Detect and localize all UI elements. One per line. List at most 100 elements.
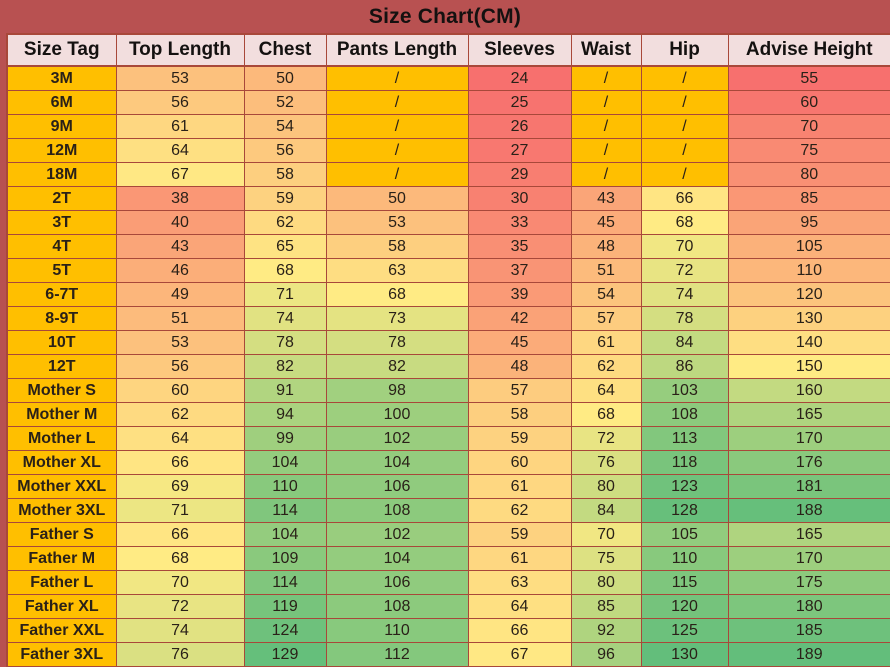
- value-cell: 74: [115, 618, 245, 643]
- value-cell: 189: [727, 642, 890, 667]
- value-cell: 91: [243, 378, 327, 403]
- value-cell: 46: [115, 258, 245, 283]
- table-row: 3M 53 50/24//55: [6, 65, 890, 91]
- value-cell: 65: [243, 234, 327, 259]
- size-tag-cell: 10T: [6, 330, 117, 355]
- value-cell: 96: [570, 642, 642, 667]
- value-cell: 53: [115, 65, 245, 91]
- table-row: 5T 46 68 63 37 51 72 110: [6, 258, 890, 283]
- size-tag-cell: Father 3XL: [6, 642, 117, 667]
- table-row: 12T 56 82 82 48 62 86 150: [6, 354, 890, 379]
- value-cell: /: [325, 138, 469, 163]
- header-row: Size Tag Top Length Chest Pants Length Sleev…: [6, 33, 890, 67]
- value-cell: 68: [570, 402, 642, 427]
- value-cell: 58: [243, 162, 327, 187]
- value-cell: 70: [570, 522, 642, 547]
- value-cell: 108: [325, 594, 469, 619]
- value-cell: 67: [467, 642, 572, 667]
- table-row: Father XXL 74 124 110 66 92 125 185: [6, 618, 890, 643]
- value-cell: 99: [243, 426, 327, 451]
- table-row: Father 3XL 76 129 112 67 96 130 189: [6, 642, 890, 667]
- value-cell: 54: [570, 282, 642, 307]
- value-cell: 72: [115, 594, 245, 619]
- value-cell: 63: [467, 570, 572, 595]
- value-cell: 74: [243, 306, 327, 331]
- size-tag-cell: Father XXL: [6, 618, 117, 643]
- value-cell: 108: [325, 498, 469, 523]
- value-cell: 56: [243, 138, 327, 163]
- value-cell: /: [570, 138, 642, 163]
- column-header-chest: Chest: [243, 33, 327, 67]
- value-cell: 60: [115, 378, 245, 403]
- value-cell: 50: [243, 65, 327, 91]
- value-cell: 84: [640, 330, 729, 355]
- size-tag-cell: 3M: [6, 65, 117, 91]
- value-cell: 62: [243, 210, 327, 235]
- table-row: 18M 67 58/29//80: [6, 162, 890, 187]
- value-cell: 48: [467, 354, 572, 379]
- size-tag-cell: 8-9T: [6, 306, 117, 331]
- size-chart-table-container: Size Tag Top Length Chest Pants Length Sleev…: [6, 33, 890, 667]
- value-cell: 82: [325, 354, 469, 379]
- size-tag-cell: 2T: [6, 186, 117, 211]
- value-cell: 71: [115, 498, 245, 523]
- value-cell: 25: [467, 90, 572, 115]
- value-cell: 61: [467, 474, 572, 499]
- column-header-size-tag: Size Tag: [6, 33, 117, 67]
- value-cell: 140: [727, 330, 890, 355]
- value-cell: 57: [570, 306, 642, 331]
- value-cell: 110: [325, 618, 469, 643]
- value-cell: 105: [640, 522, 729, 547]
- value-cell: 51: [115, 306, 245, 331]
- value-cell: 74: [640, 282, 729, 307]
- value-cell: 53: [115, 330, 245, 355]
- value-cell: 70: [727, 114, 890, 139]
- column-header-waist: Waist: [570, 33, 642, 67]
- table-row: 6-7T 49 71 68 39 54 74 120: [6, 282, 890, 307]
- value-cell: 56: [115, 354, 245, 379]
- size-tag-cell: 12M: [6, 138, 117, 163]
- value-cell: 61: [115, 114, 245, 139]
- table-row: 9M 61 54/26//70: [6, 114, 890, 139]
- value-cell: 63: [325, 258, 469, 283]
- table-row: 6M 56 52/25//60: [6, 90, 890, 115]
- value-cell: 61: [570, 330, 642, 355]
- value-cell: /: [325, 114, 469, 139]
- value-cell: 102: [325, 426, 469, 451]
- size-tag-cell: 6-7T: [6, 282, 117, 307]
- value-cell: 165: [727, 522, 890, 547]
- table-row: Father L 70 114 106 63 80 115 175: [6, 570, 890, 595]
- value-cell: 70: [640, 234, 729, 259]
- value-cell: 56: [115, 90, 245, 115]
- value-cell: 78: [640, 306, 729, 331]
- value-cell: 118: [640, 450, 729, 475]
- value-cell: 68: [243, 258, 327, 283]
- value-cell: 45: [570, 210, 642, 235]
- value-cell: 59: [243, 186, 327, 211]
- value-cell: 104: [243, 450, 327, 475]
- value-cell: 104: [325, 546, 469, 571]
- value-cell: 113: [640, 426, 729, 451]
- value-cell: 39: [467, 282, 572, 307]
- value-cell: 110: [243, 474, 327, 499]
- value-cell: 49: [115, 282, 245, 307]
- value-cell: 125: [640, 618, 729, 643]
- value-cell: 33: [467, 210, 572, 235]
- value-cell: 59: [467, 522, 572, 547]
- value-cell: 106: [325, 474, 469, 499]
- table-body: 3M 53 50/24//55 6M 56 52/25//60 9M 61 54/26//70 1…: [6, 65, 890, 667]
- value-cell: 68: [115, 546, 245, 571]
- value-cell: 110: [727, 258, 890, 283]
- table-row: Mother S 60 91 98 57 64 103 160: [6, 378, 890, 403]
- value-cell: 170: [727, 546, 890, 571]
- table-row: Father M 68 109 104 61 75 110 170: [6, 546, 890, 571]
- value-cell: 114: [243, 498, 327, 523]
- size-chart-table: Size Tag Top Length Chest Pants Length Sleev…: [6, 33, 890, 667]
- value-cell: 102: [325, 522, 469, 547]
- value-cell: 52: [243, 90, 327, 115]
- value-cell: 64: [570, 378, 642, 403]
- value-cell: 72: [570, 426, 642, 451]
- value-cell: 120: [727, 282, 890, 307]
- size-tag-cell: Father M: [6, 546, 117, 571]
